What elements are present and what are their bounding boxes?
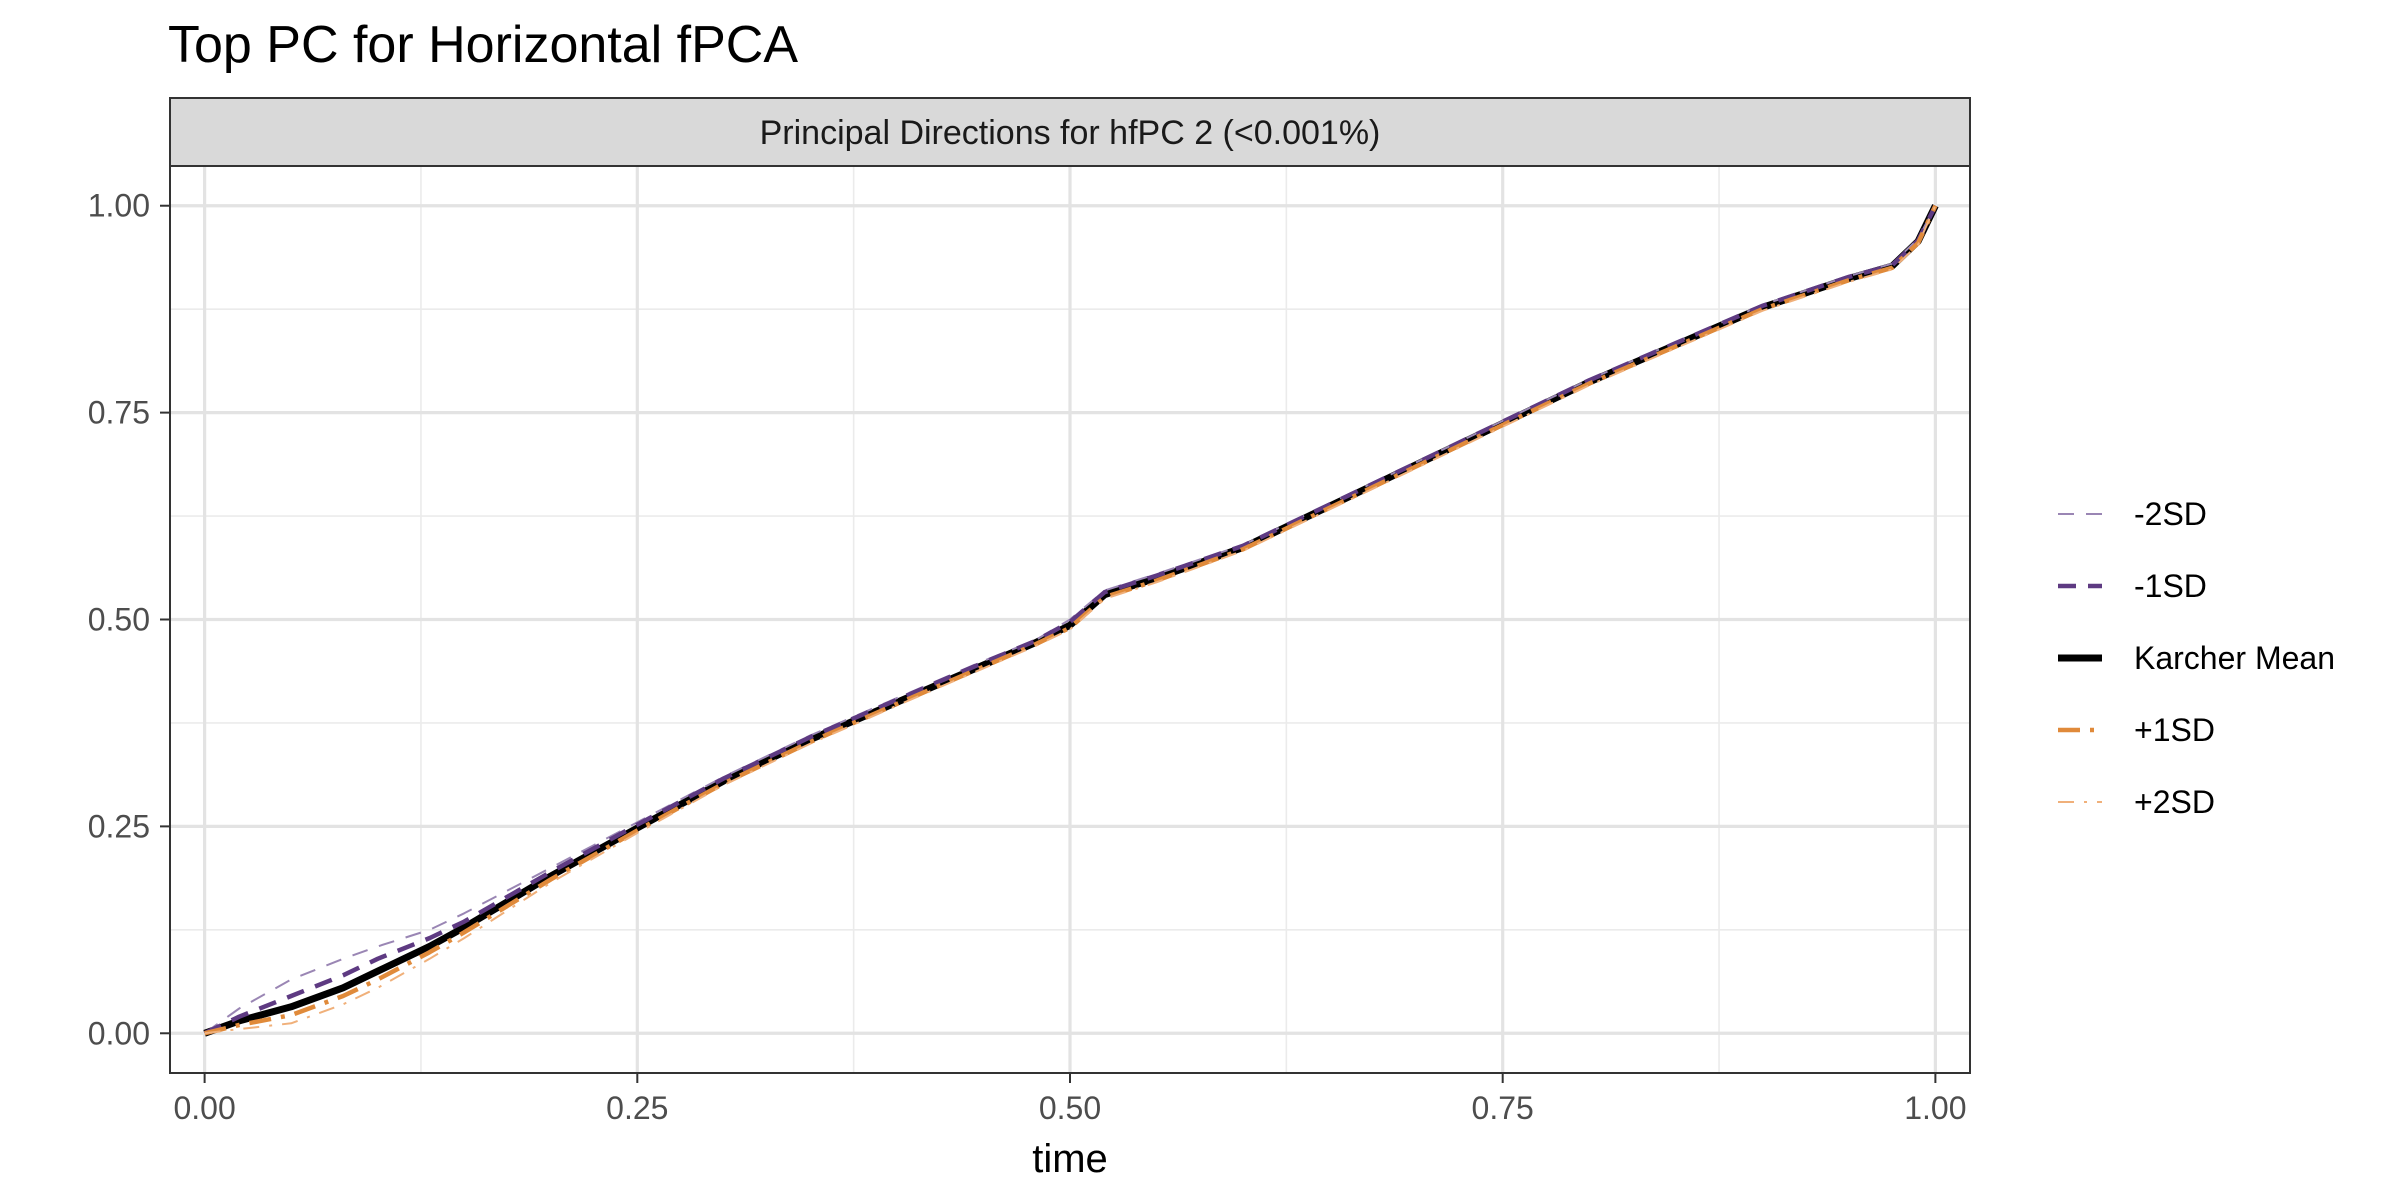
y-tick-label-4: 1.00 — [88, 188, 150, 224]
y-tick-label-2: 0.50 — [88, 602, 150, 638]
series-line-1sd — [203, 204, 1938, 1036]
x-tick-label-1: 0.25 — [606, 1090, 668, 1126]
series-layer — [203, 204, 1939, 1037]
legend-label-karcher-mean: Karcher Mean — [2134, 640, 2335, 676]
legend-label-1sd: +1SD — [2134, 712, 2215, 748]
legend-label-2sd: +2SD — [2134, 784, 2215, 820]
legend: -2SD -1SD Karcher Mean +1SD +2SD — [2058, 496, 2335, 820]
legend-label-1sd: -1SD — [2134, 568, 2207, 604]
y-tick-label-3: 0.75 — [88, 395, 150, 431]
y-tick-label-0: 0.00 — [88, 1015, 150, 1051]
panel-strip — [169, 97, 1971, 167]
x-tick-label-2: 0.50 — [1039, 1090, 1101, 1126]
legend-label-2sd: -2SD — [2134, 496, 2207, 532]
y-tick-label-1: 0.25 — [88, 808, 150, 844]
x-tick-label-0: 0.00 — [173, 1090, 235, 1126]
chart-title: Top PC for Horizontal fPCA — [168, 16, 798, 74]
y-axis: 0.00 0.25 0.50 0.75 1.00 — [88, 188, 170, 1051]
x-axis: 0.00 0.25 0.50 0.75 1.00 — [173, 1073, 1967, 1126]
series-line-2sd — [204, 205, 1937, 1035]
x-tick-label-4: 1.00 — [1904, 1090, 1966, 1126]
series-line-1sd — [204, 204, 1938, 1036]
panel-label: Principal Directions for hfPC 2 (<0.001%… — [760, 114, 1381, 152]
x-axis-title: time — [1032, 1137, 1108, 1181]
x-tick-label-3: 0.75 — [1472, 1090, 1534, 1126]
grid-major — [170, 166, 1970, 1073]
